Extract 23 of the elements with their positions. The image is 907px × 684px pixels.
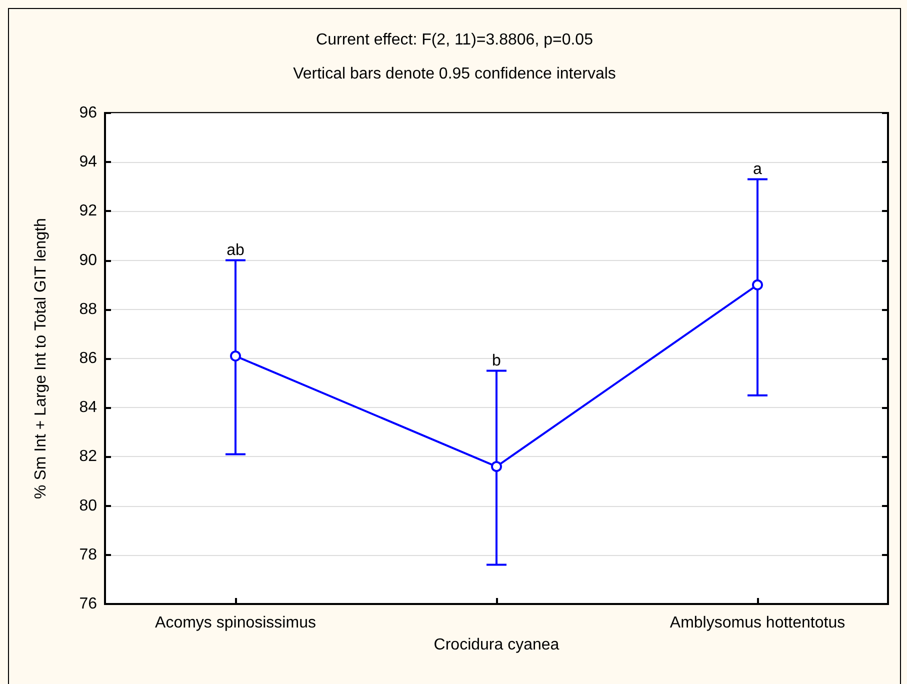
chart-subtitle: Vertical bars denote 0.95 confidence intervals [293,66,616,82]
y-tick-label: 78 [79,546,98,564]
y-axis-title: % Sm Int + Large Int to Total GIT length [32,218,50,499]
x-tick-label: Acomys spinosissimus [155,614,316,632]
y-tick-label: 86 [79,350,98,367]
point [230,350,241,362]
point [491,461,502,472]
annotation: a [753,160,762,178]
y-tick-label: 80 [79,497,98,514]
y-tick-label: 92 [79,202,98,220]
y-tick-label: 94 [79,154,98,171]
x-tick-label: Amblysomus hottentotus [670,614,846,632]
y-tick-label: 76 [79,596,98,612]
y-tick-label: 90 [79,252,98,269]
annotation: ab [226,242,244,259]
y-tick-label: 88 [79,300,98,318]
annotation: b [492,352,502,370]
x-tick-label: Crocidura cyanea [434,636,560,654]
y-tick-label: 82 [79,448,98,466]
y-tick-label: 84 [79,399,98,416]
chart-title: Current effect: F(2, 11)=3.8806, p=0.05 [316,32,594,48]
point [752,279,763,290]
y-tick-label: 96 [79,104,98,122]
